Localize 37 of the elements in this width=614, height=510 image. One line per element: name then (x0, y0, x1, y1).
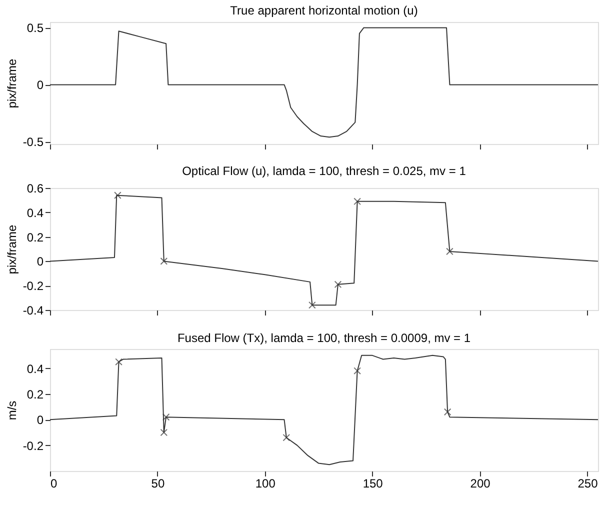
x-tick-label: 150 (362, 476, 384, 490)
point (115, 358, 122, 366)
y-tick-label: 0 (36, 413, 44, 428)
x-tick-label: 0 (50, 476, 58, 490)
chart-title: True apparent horizontal motion (u) (230, 4, 418, 18)
x-tick-label: 100 (255, 476, 276, 490)
x-tick-label: 50 (151, 476, 165, 490)
y-axis-title: pix/frame (4, 58, 19, 108)
y-tick-label: -0.2 (22, 438, 44, 453)
point (282, 434, 290, 442)
point (160, 428, 168, 436)
y-tick-label: -0.2 (22, 279, 44, 294)
y-tick-label: 0.5 (26, 21, 44, 36)
y-tick-label: -0.4 (22, 304, 44, 318)
y-tick-label: 0.4 (26, 362, 44, 376)
y-tick-label: 0.6 (26, 182, 44, 196)
point (160, 258, 168, 265)
y-axis-title: pix/frame (4, 224, 19, 274)
y-tick-label: 0.4 (26, 206, 44, 220)
point (162, 413, 170, 421)
y-tick-label: 0 (36, 78, 44, 92)
point (308, 301, 316, 309)
x-tick-label: 200 (470, 476, 491, 490)
chart-title: Optical Flow (u), lamda = 100, thresh = 0.025, mv = 1 (182, 164, 466, 178)
y-tick-label: 0.2 (26, 387, 44, 402)
y-axis-title: m/s (4, 400, 19, 420)
y-tick-label: 0 (36, 254, 44, 269)
chart-title: Fused Flow (Tx), lamda = 100, thresh = 0.0009, mv = 1 (177, 331, 471, 345)
point (354, 367, 361, 374)
x-tick-label: 250 (578, 476, 598, 490)
y-tick-label: 0.2 (26, 230, 44, 244)
point (354, 198, 361, 206)
point (334, 280, 342, 288)
y-tick-label: -0.5 (22, 135, 44, 150)
point (444, 408, 452, 416)
point (446, 248, 454, 256)
point (114, 192, 122, 199)
